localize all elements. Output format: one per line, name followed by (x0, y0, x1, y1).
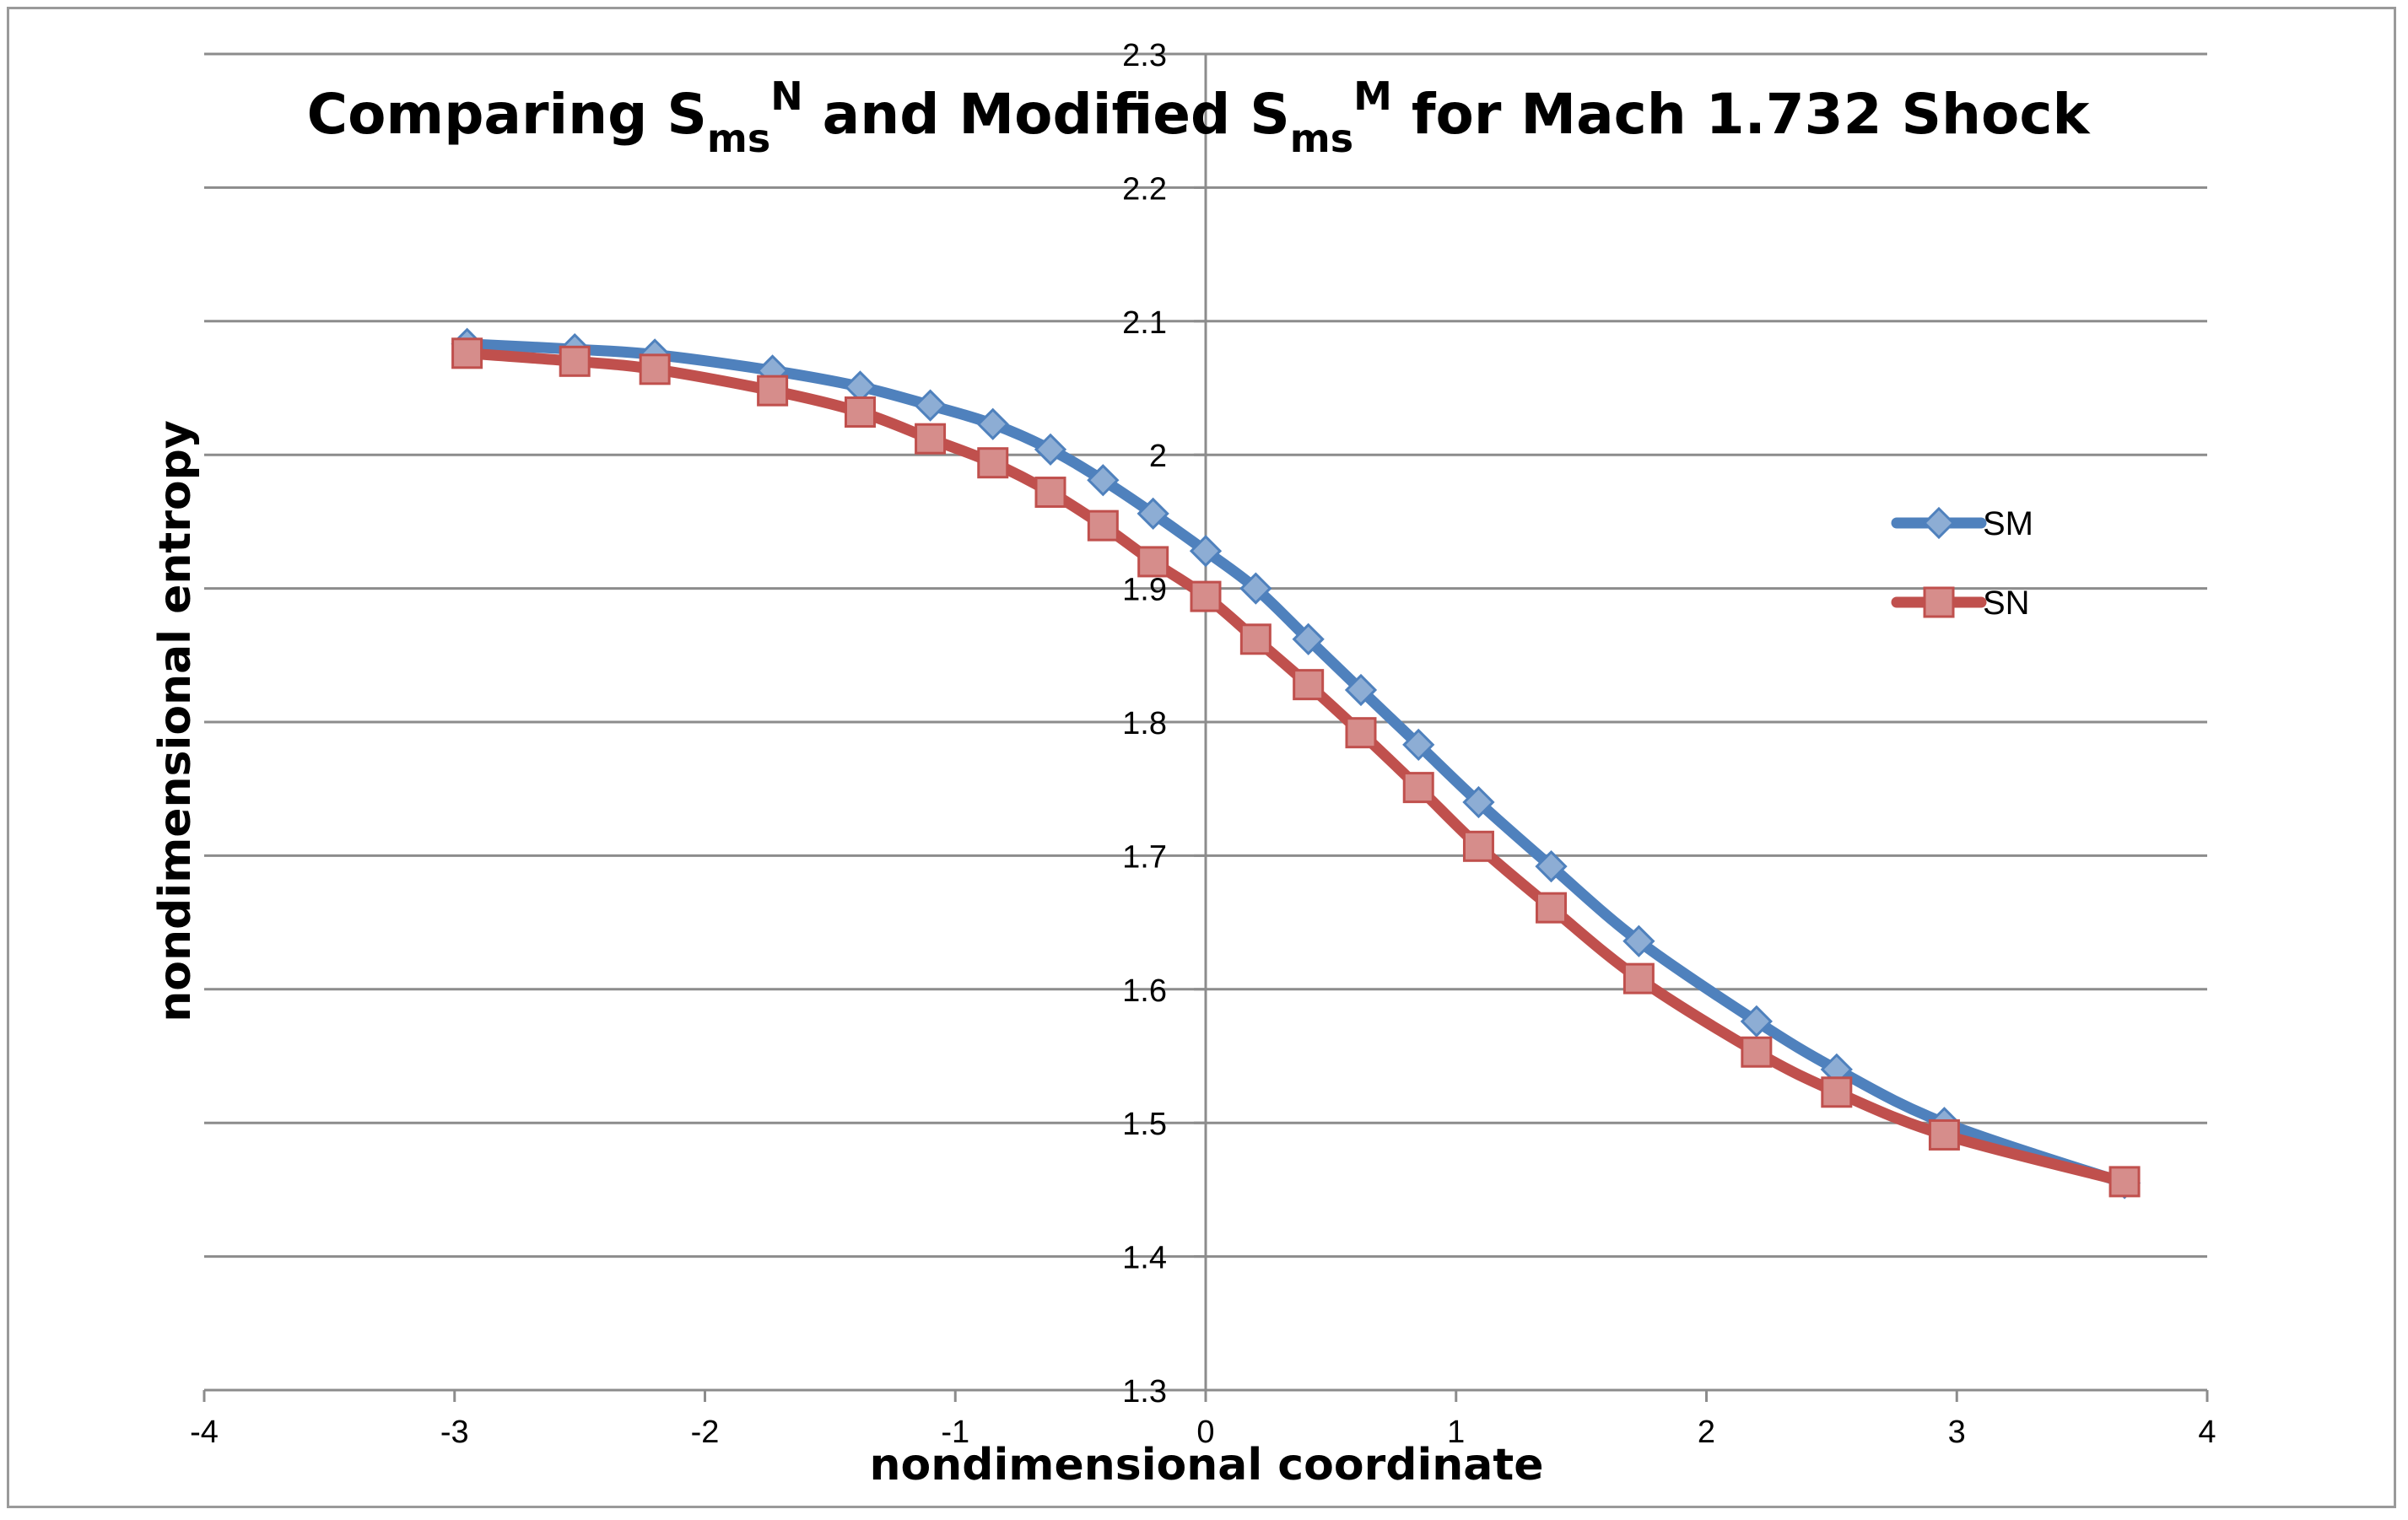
point-SN-0 (451, 337, 483, 369)
point-SM-16 (1535, 849, 1568, 883)
point-SN-19 (1821, 1076, 1853, 1108)
x-tick-label-5: 1 (1447, 1415, 1465, 1450)
title-suffix: for Mach 1.732 Shock (1392, 82, 2092, 147)
y-tick-label-6: 1.9 (1122, 573, 1167, 608)
title-sup-1: N (770, 73, 803, 119)
point-SM-5 (914, 389, 947, 422)
point-SN-17 (1622, 962, 1655, 994)
point-SN-9 (1137, 546, 1169, 578)
x-tick-label-0: -4 (190, 1415, 219, 1450)
point-SM-15 (1462, 785, 1495, 819)
legend: SM SN (1891, 505, 2033, 622)
point-SN-15 (1462, 830, 1494, 862)
x-tick-label-2: -2 (691, 1415, 720, 1450)
series-line-SN (462, 348, 2130, 1188)
point-SM-7 (1034, 433, 1067, 466)
point-SN-18 (1741, 1036, 1773, 1068)
x-tick-label-7: 3 (1948, 1415, 1966, 1450)
x-tick-label-8: 4 (2198, 1415, 2216, 1450)
y-tick-labels: 1.3 1.4 1.5 1.6 1.7 1.8 1.9 2 2.1 2.2 2.3 (1122, 38, 1206, 1410)
point-SN-21 (2108, 1166, 2141, 1198)
x-tick-labels: -4 -3 -2 -1 0 1 2 3 4 (190, 1390, 2216, 1450)
y-axis-title: nondimensional entropy (150, 420, 201, 1021)
series-SN (451, 337, 2141, 1198)
title-sup-2: M (1353, 73, 1392, 119)
legend-entry-SN: SN (1891, 585, 2030, 622)
chart-title: Comparing SmsN and Modified SmsM for Mac… (307, 73, 2092, 161)
point-SM-18 (1740, 1005, 1773, 1038)
legend-marker-SN (1923, 586, 1955, 618)
y-tick-label-2: 1.5 (1122, 1107, 1167, 1142)
point-SM-9 (1137, 497, 1169, 531)
y-tick-label-0: 1.3 (1122, 1374, 1167, 1410)
y-tick-label-9: 2.2 (1122, 171, 1167, 207)
x-axis-title: nondimensional coordinate (869, 1440, 1543, 1490)
point-SM-13 (1344, 673, 1378, 707)
y-tick-label-8: 2.1 (1122, 305, 1167, 341)
x-tick-label-6: 2 (1698, 1415, 1715, 1450)
y-tick-label-3: 1.6 (1122, 973, 1167, 1009)
title-middle: and Modified S (803, 82, 1290, 147)
point-SN-13 (1345, 717, 1377, 749)
point-SN-14 (1402, 772, 1434, 804)
y-tick-label-5: 1.8 (1122, 706, 1167, 741)
point-SM-11 (1239, 572, 1272, 605)
y-tick-label-10: 2.3 (1122, 38, 1167, 73)
point-SN-7 (1034, 477, 1066, 509)
title-prefix: Comparing S (307, 82, 707, 147)
series-SM (451, 327, 2141, 1199)
legend-marker-SM (1922, 506, 1956, 540)
point-SM-14 (1402, 728, 1435, 762)
point-SN-8 (1087, 509, 1119, 542)
legend-label-SM: SM (1983, 505, 2033, 542)
point-SM-6 (976, 407, 1009, 440)
legend-label-SN: SN (1983, 585, 2030, 622)
point-SM-10 (1189, 535, 1223, 568)
chart-area (7, 7, 2396, 1508)
point-SM-17 (1622, 924, 1655, 957)
legend-entry-SM: SM (1891, 505, 2033, 542)
point-SN-5 (915, 423, 947, 455)
title-sub-2: ms (1290, 116, 1353, 161)
point-SN-20 (1928, 1118, 1960, 1151)
point-SN-11 (1239, 623, 1271, 655)
series-line-SM (462, 338, 2130, 1189)
x-tick-label-4: 0 (1196, 1415, 1214, 1450)
point-SM-12 (1292, 623, 1325, 655)
point-SN-2 (639, 353, 671, 385)
x-tick-label-1: -3 (440, 1415, 469, 1450)
y-tick-label-4: 1.7 (1122, 839, 1167, 875)
point-SN-4 (844, 396, 876, 429)
y-tick-label-1: 1.4 (1122, 1241, 1167, 1276)
point-SN-6 (977, 447, 1009, 479)
point-SM-8 (1087, 464, 1120, 497)
series-group (451, 327, 2141, 1199)
point-SN-12 (1293, 669, 1325, 701)
x-tick-label-3: -1 (941, 1415, 969, 1450)
point-SN-1 (559, 345, 591, 377)
title-sub-1: ms (707, 116, 770, 161)
y-tick-label-7: 2 (1149, 439, 1167, 474)
point-SN-3 (757, 375, 789, 407)
point-SN-16 (1536, 892, 1568, 924)
point-SN-10 (1190, 580, 1222, 612)
